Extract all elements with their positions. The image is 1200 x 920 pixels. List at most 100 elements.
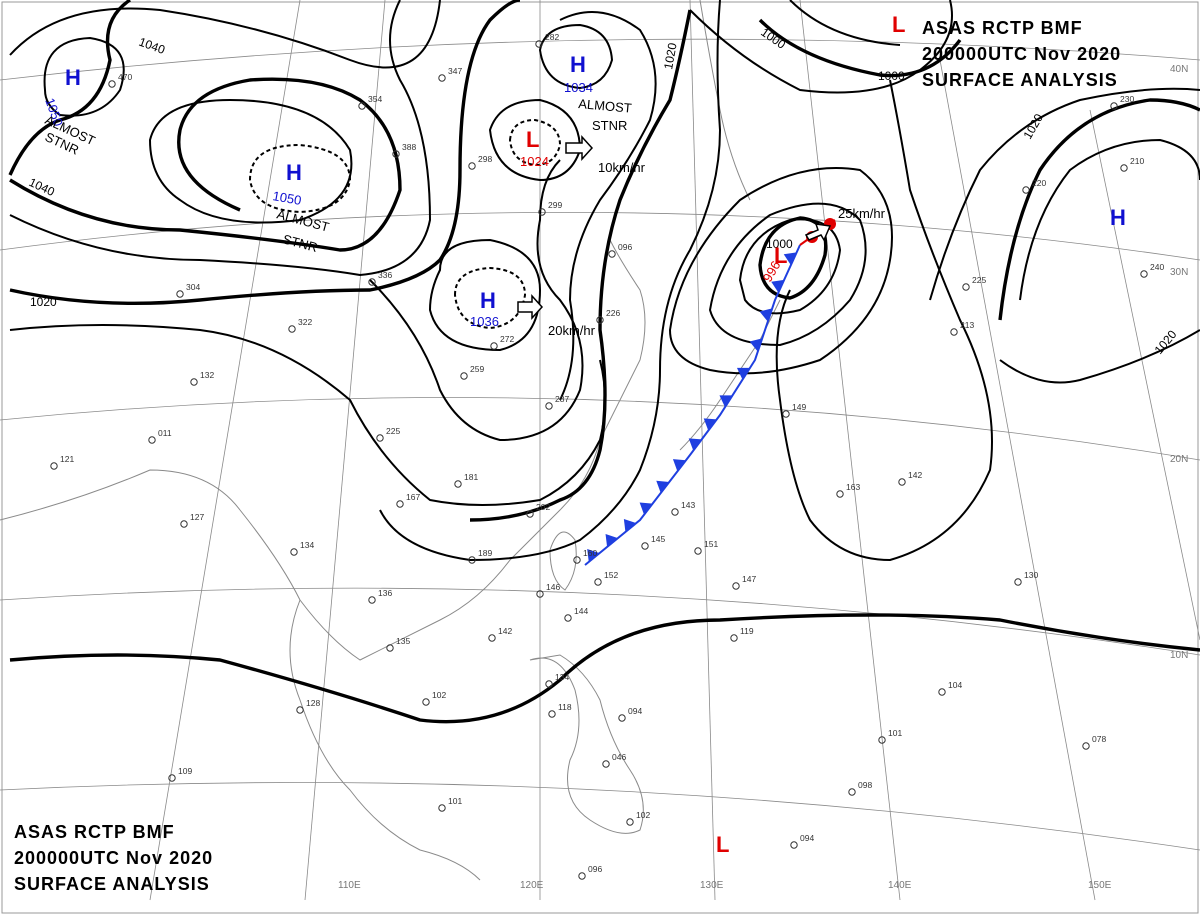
cold-front-barb — [587, 548, 600, 562]
station-marker — [396, 500, 404, 508]
station-pressure-value: 202 — [536, 502, 550, 512]
japan-coastline — [679, 299, 781, 451]
frontal-system — [584, 218, 836, 566]
station-marker — [454, 480, 462, 488]
station-marker — [468, 556, 476, 564]
header-product: SURFACE ANALYSIS — [922, 70, 1118, 90]
meridian-line — [149, 0, 301, 901]
station-pressure-value: 104 — [948, 680, 962, 690]
station-pressure-value: 282 — [545, 32, 559, 42]
isobar — [369, 159, 584, 442]
header-time: 200000UTC Nov 2020 — [14, 848, 213, 868]
station-marker — [386, 644, 394, 652]
cold-front-barb — [719, 395, 733, 408]
station-marker — [538, 208, 546, 216]
station-marker — [108, 80, 116, 88]
station-pressure-value: 336 — [378, 270, 392, 280]
station-marker — [950, 328, 958, 336]
station-marker — [460, 372, 468, 380]
isobar — [508, 118, 562, 167]
station-pressure-value: 119 — [740, 626, 754, 636]
isobar — [9, 324, 606, 506]
station-pressure-value: 094 — [628, 706, 642, 716]
station-marker — [168, 774, 176, 782]
station-pressure-value: 011 — [158, 428, 172, 438]
station-marker — [526, 510, 534, 518]
station-marker — [368, 278, 376, 286]
station-pressure-value: 151 — [704, 539, 718, 549]
station-pressure-value: 109 — [178, 766, 192, 776]
stationary-note: ALMOST — [578, 96, 633, 116]
station-pressure-value: 304 — [186, 282, 200, 292]
isobar — [428, 238, 542, 352]
kamchatka-coastline — [699, 0, 751, 201]
station-pressure-value: 098 — [858, 780, 872, 790]
header-agency: ASAS RCTP BMF — [922, 18, 1083, 38]
station-marker — [488, 634, 496, 642]
low-pressure-center: L — [774, 243, 787, 268]
station-pressure-value: 322 — [298, 317, 312, 327]
meridian-line — [689, 0, 716, 901]
cold-front-barb — [749, 338, 763, 352]
header-agency: ASAS RCTP BMF — [14, 822, 175, 842]
station-marker — [535, 40, 543, 48]
station-pressure-value: 230 — [1120, 94, 1134, 104]
station-marker — [422, 698, 430, 706]
header-bottom-left: ASAS RCTP BMF 200000UTC Nov 2020 SURFACE… — [14, 822, 213, 894]
isobar-1020 — [998, 98, 1200, 321]
high-pressure-center: H — [480, 288, 496, 313]
station-marker — [790, 841, 798, 849]
station-marker — [626, 818, 634, 826]
isobar — [775, 79, 993, 562]
station-pressure-value: 149 — [792, 402, 806, 412]
station-marker — [392, 150, 400, 158]
isobar-1000 — [758, 18, 962, 78]
station-pressure-value: 388 — [402, 142, 416, 152]
stationary-note: STNR — [281, 231, 319, 255]
station-marker — [641, 542, 649, 550]
station-marker — [730, 634, 738, 642]
station-marker — [536, 590, 544, 598]
high-pressure-center: H — [286, 160, 302, 185]
station-marker — [671, 508, 679, 516]
isobar-1040 — [9, 77, 402, 252]
cold-front-barb — [703, 418, 717, 431]
cold-front-barb — [688, 438, 702, 451]
taiwan-coastline — [549, 531, 577, 591]
station-pressure-value: 102 — [636, 810, 650, 820]
cold-front — [584, 244, 801, 566]
station-pressure-value: 167 — [406, 492, 420, 502]
indochina-coastline — [289, 599, 481, 881]
parallel-line — [0, 782, 1200, 851]
station-pressure-value: 142 — [498, 626, 512, 636]
isobar-label: 1040 — [137, 35, 167, 57]
cold-front-barb — [656, 480, 670, 494]
parallel-line — [0, 397, 1200, 461]
isobar — [668, 167, 893, 375]
meridian-line — [799, 0, 901, 901]
station-pressure-value: 118 — [558, 702, 572, 712]
station-marker — [176, 290, 184, 298]
parallel-line — [0, 38, 1200, 81]
lon-label: 130E — [700, 880, 724, 891]
station-pressure-value: 298 — [478, 154, 492, 164]
high-pressure-center: H — [1110, 205, 1126, 230]
station-marker — [618, 714, 626, 722]
station-marker — [836, 490, 844, 498]
low-pressure-center: L — [892, 12, 905, 37]
isobar — [689, 0, 953, 94]
header-top-right: ASAS RCTP BMF 200000UTC Nov 2020 SURFACE… — [922, 18, 1120, 90]
station-pressure-value: 226 — [606, 308, 620, 318]
station-marker — [468, 162, 476, 170]
station-marker — [190, 378, 198, 386]
station-marker — [848, 788, 856, 796]
station-pressure-value: 132 — [200, 370, 214, 380]
lat-label: 10N — [1170, 650, 1188, 661]
station-marker — [602, 760, 610, 768]
station-pressure-value: 210 — [1130, 156, 1144, 166]
station-pressure-value: 128 — [306, 698, 320, 708]
station-pressure-value: 225 — [386, 426, 400, 436]
station-marker — [288, 325, 296, 333]
